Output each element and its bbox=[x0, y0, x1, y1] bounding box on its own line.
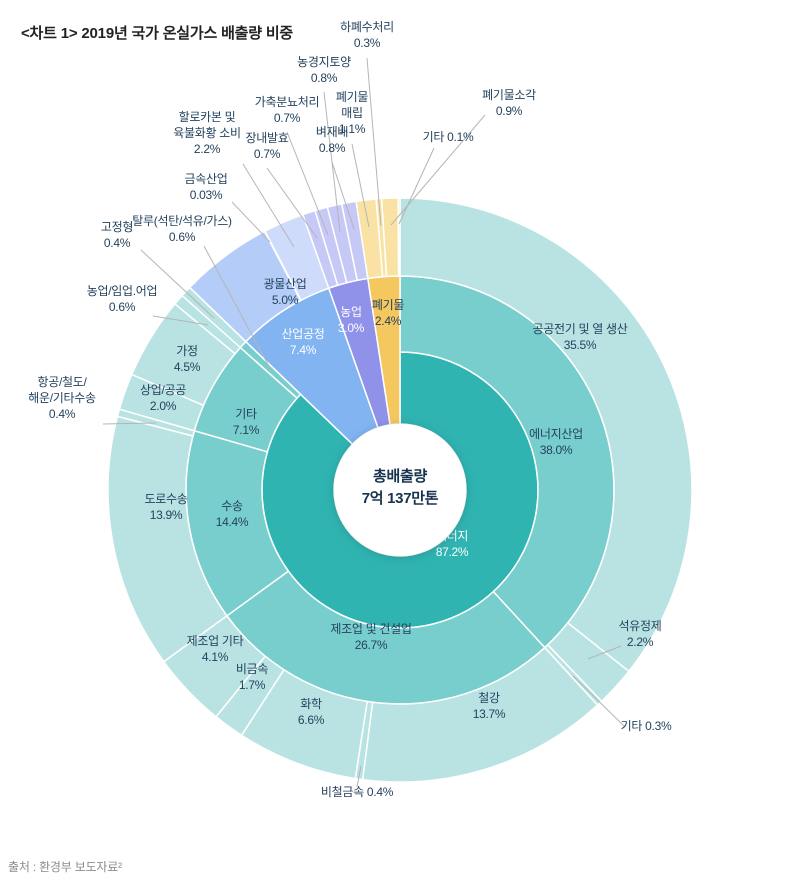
leader-waste-other bbox=[398, 147, 435, 225]
slice-public-electricity bbox=[399, 197, 693, 673]
label-manure: 가축분뇨처리 0.7% bbox=[255, 95, 319, 125]
leader-fugitive bbox=[203, 245, 272, 371]
leader-energy-ind-other bbox=[572, 675, 626, 728]
label-manufacturing: 제조업 및 건설업 26.7% bbox=[330, 622, 411, 652]
label-waste-other: 기타 0.1% bbox=[423, 130, 474, 144]
label-commercial-public: 상업/공공 2.0% bbox=[140, 383, 186, 413]
center-total-value: 7억 137만톤 bbox=[362, 489, 439, 507]
label-steel: 철강 13.7% bbox=[473, 691, 506, 721]
label-nonmetal: 비금속 1.7% bbox=[236, 662, 268, 692]
slice-labels: 에너지 87.2%산업공정 7.4%농업 3.0%폐기물 2.4%에너지산업 38.0%제… bbox=[28, 20, 672, 799]
center-total-label: 총배출량 bbox=[373, 467, 428, 485]
source-note: 출처 : 환경부 보도자료² bbox=[8, 860, 122, 874]
label-stationary: 고정형 0.4% bbox=[101, 220, 133, 250]
label-road: 도로수송 13.9% bbox=[145, 492, 188, 522]
label-refinery: 석유정제 2.2% bbox=[619, 619, 662, 649]
chart-title: <차트 1> 2019년 국가 온실가스 배출량 비중 bbox=[21, 25, 294, 42]
label-energy-other: 기타 7.1% bbox=[233, 407, 260, 437]
leader-enteric bbox=[266, 167, 318, 239]
leader-stationary bbox=[140, 249, 215, 319]
leader-manure bbox=[286, 131, 329, 236]
slice-waste-other bbox=[397, 197, 401, 277]
leader-landfill bbox=[351, 143, 370, 228]
label-nonferrous: 비철금속 0.4% bbox=[321, 785, 394, 799]
leader-nonferrous bbox=[356, 765, 362, 788]
label-wastewater: 하폐수처리 0.3% bbox=[340, 20, 394, 50]
label-fugitive: 탈루(석탄/석유/가스) 0.6% bbox=[132, 214, 232, 244]
label-energy-ind-other: 기타 0.3% bbox=[621, 719, 672, 733]
center-circle bbox=[334, 424, 466, 556]
sunburst-rings bbox=[107, 197, 693, 783]
leader-wastewater bbox=[366, 57, 382, 227]
label-agri-forestry-fishery: 농업/임업.어업 0.6% bbox=[87, 284, 158, 314]
label-public-electricity: 공공전기 및 열 생산 35.5% bbox=[532, 322, 627, 352]
label-agriculture: 농업 3.0% bbox=[338, 305, 365, 335]
label-industrial-process: 산업공정 7.4% bbox=[282, 327, 325, 357]
label-air-rail-ship: 항공/철도/해운/기타수송 0.4% bbox=[28, 375, 96, 421]
label-incineration: 폐기물소각 0.9% bbox=[482, 88, 536, 118]
label-rice: 벼재배 0.8% bbox=[316, 125, 348, 155]
label-halocarbon: 할로카본 및 육불화황 소비 2.2% bbox=[173, 110, 240, 156]
label-chemical: 화학 6.6% bbox=[298, 697, 325, 727]
label-metal: 금속산업 0.03% bbox=[185, 172, 228, 202]
label-energy-industries: 에너지산업 38.0% bbox=[529, 427, 583, 457]
label-soil: 농경지토양 0.8% bbox=[297, 55, 351, 85]
leader-agri-forestry-fishery bbox=[152, 315, 209, 326]
label-transport: 수송 14.4% bbox=[216, 499, 249, 529]
leader-rice bbox=[331, 161, 355, 230]
leader-air-rail-ship bbox=[102, 422, 157, 425]
label-mineral: 광물산업 5.0% bbox=[264, 277, 307, 307]
label-waste: 폐기물 2.4% bbox=[372, 298, 404, 328]
leader-halocarbon bbox=[242, 163, 295, 248]
label-landfill: 폐기물 매립 1.1% bbox=[336, 90, 368, 136]
label-manufacturing-other: 제조업 기타 4.1% bbox=[187, 634, 244, 664]
leader-lines bbox=[102, 57, 626, 788]
leader-refinery bbox=[587, 645, 622, 660]
leader-metal bbox=[231, 201, 271, 243]
label-enteric: 장내발효 0.7% bbox=[246, 131, 289, 161]
label-residential: 가정 4.5% bbox=[174, 344, 201, 374]
